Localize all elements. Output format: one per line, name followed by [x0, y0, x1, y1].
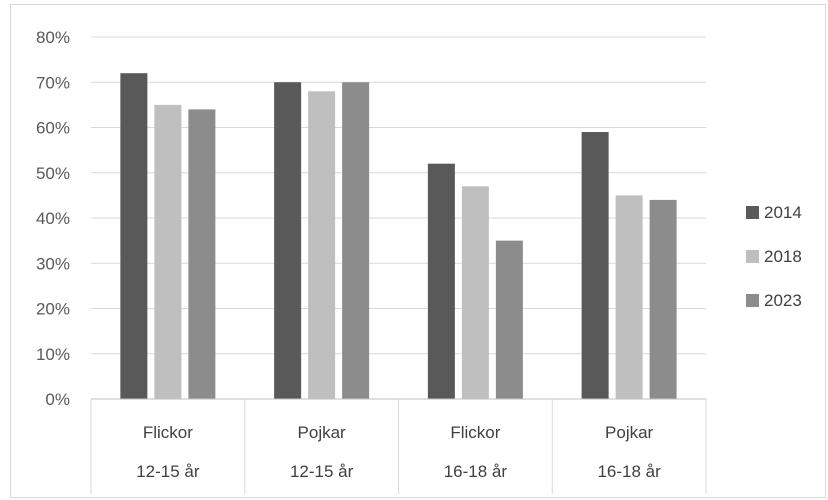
- category-sublabel: 12-15 år: [136, 462, 200, 481]
- category-sublabel: 12-15 år: [290, 462, 354, 481]
- legend-swatch-2014: [746, 206, 759, 219]
- y-tick-label: 60%: [36, 119, 70, 138]
- y-axis-ticks: 0% 10% 20% 30% 40% 50% 60% 70% 80%: [36, 28, 70, 409]
- category-axis: Flickor 12-15 år Pojkar 12-15 år Flickor 16-1…: [90, 398, 707, 494]
- y-tick-label: 30%: [36, 254, 70, 273]
- legend-swatch-2023: [746, 294, 759, 307]
- bar-2018-4: [615, 195, 643, 399]
- bar-2023-2: [342, 82, 370, 399]
- bar-2018-3: [461, 186, 489, 399]
- y-tick-label: 20%: [36, 300, 70, 319]
- y-tick-label: 50%: [36, 164, 70, 183]
- gridlines: [91, 36, 706, 355]
- legend-label-2018: 2018: [764, 247, 802, 266]
- bar-2023-1: [188, 109, 216, 400]
- bar-2014-4: [581, 132, 609, 399]
- y-tick-label: 40%: [36, 209, 70, 228]
- category-label: Flickor: [450, 423, 500, 442]
- legend-label-2014: 2014: [764, 203, 802, 222]
- y-tick-label: 10%: [36, 345, 70, 364]
- bar-2023-3: [495, 240, 523, 399]
- chart-frame: [10, 4, 826, 498]
- category-sublabel: 16-18 år: [444, 462, 508, 481]
- bar-2018-2: [308, 91, 336, 400]
- category-label: Flickor: [143, 423, 193, 442]
- bars: [120, 73, 677, 400]
- bar-2014-1: [120, 73, 148, 399]
- legend-label-2023: 2023: [764, 291, 802, 310]
- legend: 2014 2018 2023: [746, 203, 802, 310]
- legend-swatch-2018: [746, 250, 759, 263]
- y-tick-label: 70%: [36, 73, 70, 92]
- y-tick-label: 0%: [45, 390, 70, 409]
- bar-2014-3: [427, 163, 455, 399]
- bar-2014-2: [274, 82, 302, 399]
- bar-2018-1: [154, 104, 182, 399]
- bar-2023-4: [649, 199, 677, 399]
- category-sublabel: 16-18 år: [597, 462, 661, 481]
- y-tick-label: 80%: [36, 28, 70, 47]
- category-label: Pojkar: [605, 423, 654, 442]
- category-label: Pojkar: [298, 423, 347, 442]
